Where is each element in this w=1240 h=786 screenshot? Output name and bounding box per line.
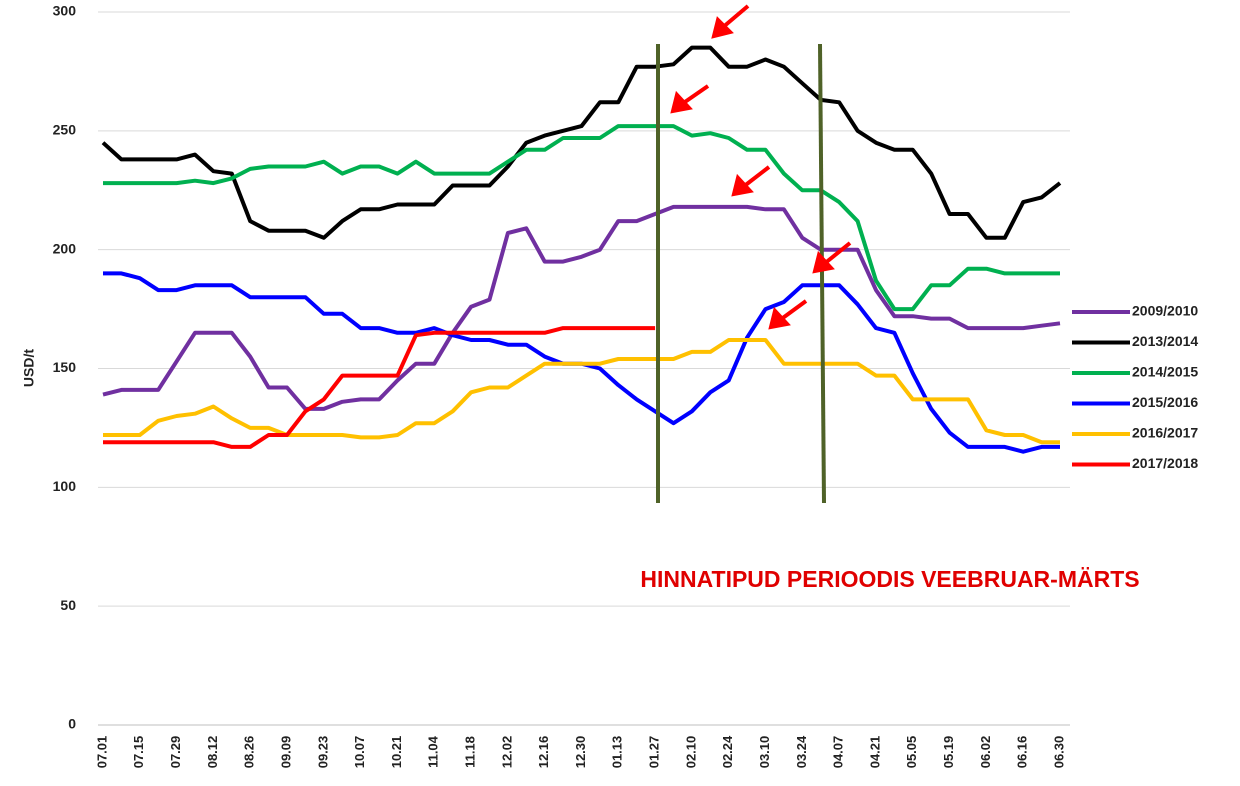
y-tick-label: 200 (53, 240, 77, 256)
x-tick-label: 05.05 (904, 736, 919, 769)
series-line (103, 338, 1060, 445)
y-tick-label: 0 (68, 716, 76, 732)
x-tick-label: 10.21 (389, 736, 404, 769)
y-tick-label: 150 (53, 359, 77, 375)
legend-label: 2015/2016 (1132, 394, 1198, 410)
x-tick-label: 07.15 (131, 736, 146, 769)
x-tick-label: 11.18 (463, 736, 478, 768)
x-tick-label: 06.02 (978, 736, 993, 769)
legend-label: 2013/2014 (1132, 333, 1198, 349)
series-line (102, 204, 1061, 411)
x-tick-label: 08.12 (205, 736, 220, 769)
series-line (103, 124, 1060, 312)
x-tick-label: 01.13 (610, 736, 625, 769)
legend-label: 2014/2015 (1132, 364, 1198, 380)
x-tick-label: 12.16 (536, 736, 551, 769)
series-line (101, 45, 1062, 240)
x-tick-label: 05.19 (941, 736, 956, 769)
x-tick-label: 03.24 (794, 735, 809, 768)
x-tick-label: 07.29 (168, 736, 183, 769)
x-tick-label: 06.16 (1015, 736, 1030, 769)
plot-area: 0 50 100 150 200 250 300 07.01 07.15 07.29 08.12 08… (53, 3, 1070, 769)
x-tick-label: 08.26 (242, 736, 257, 769)
y-axis-label: USD/t (21, 349, 37, 387)
y-tick-label: 300 (53, 3, 77, 19)
series-line (103, 326, 656, 449)
x-tick-label: 12.02 (499, 736, 514, 769)
y-tick-label: 100 (53, 478, 77, 494)
y-tick-label: 250 (53, 122, 77, 138)
x-tick-label: 12.30 (573, 736, 588, 769)
arrows (670, 4, 852, 330)
annotation: HINNATIPUD PERIOODIS VEEBRUAR-MÄRTS (640, 566, 1139, 592)
x-tick-label: 11.04 (426, 735, 441, 768)
x-tick-label: 02.10 (683, 736, 698, 769)
x-tick-label: 03.10 (757, 736, 772, 769)
x-tick-label: 04.07 (831, 736, 846, 769)
x-tick-label: 09.09 (278, 736, 293, 769)
period-line (818, 43, 826, 504)
x-tick-label: 02.24 (720, 735, 735, 768)
x-tick-label: 07.01 (94, 736, 109, 769)
x-tick-label: 10.07 (352, 736, 367, 769)
legend-label: 2017/2018 (1132, 455, 1198, 471)
x-tick-label: 06.30 (1051, 736, 1066, 769)
legend-label: 2016/2017 (1132, 425, 1198, 441)
legend-label: 2009/2010 (1132, 303, 1198, 319)
x-tick-label: 09.23 (315, 736, 330, 769)
x-tick-label: 04.21 (867, 736, 882, 769)
decoration (656, 4, 852, 504)
y-tick-label: 50 (60, 597, 76, 613)
x-tick-label: 01.27 (647, 736, 662, 769)
